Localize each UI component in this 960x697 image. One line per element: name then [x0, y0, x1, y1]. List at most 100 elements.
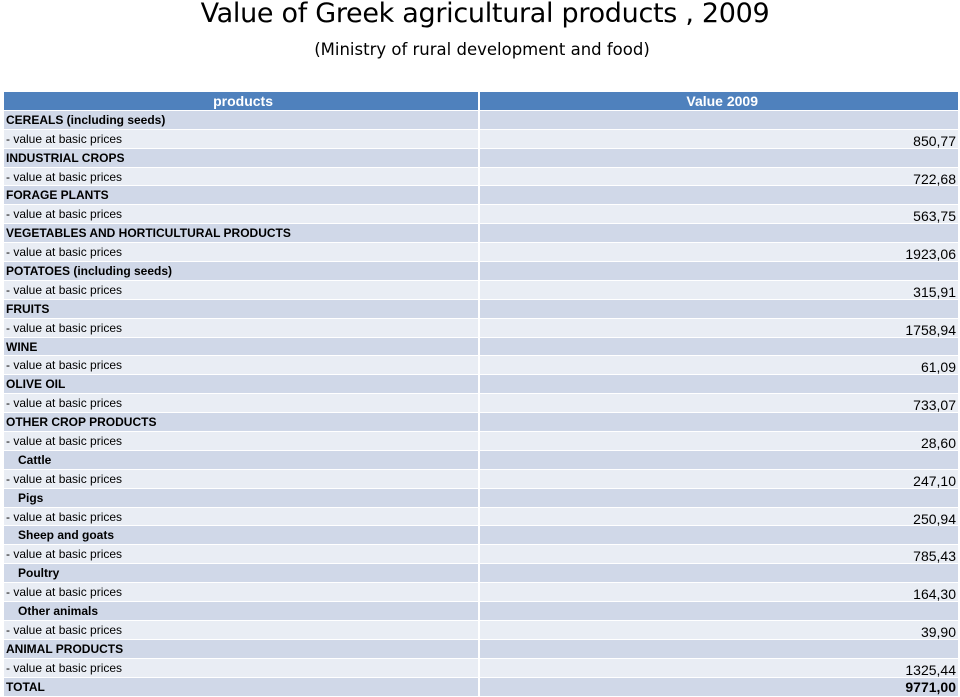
row-value: [480, 526, 958, 545]
row-label: - value at basic prices: [4, 318, 480, 337]
row-label: FRUITS: [4, 299, 480, 318]
row-label: INDUSTRIAL CROPS: [4, 148, 480, 167]
table-row: WINE: [4, 337, 958, 357]
table-row: Pigs: [4, 488, 958, 508]
table-row: ANIMAL PRODUCTS: [4, 639, 958, 659]
row-value: 61,09: [480, 356, 958, 375]
row-label: Sheep and goats: [4, 526, 480, 545]
page-title: Value of Greek agricultural products , 2…: [200, 0, 770, 29]
row-label: OLIVE OIL: [4, 375, 480, 394]
table-row: POTATOES (including seeds): [4, 262, 958, 281]
table-row: - value at basic prices 39,90: [4, 620, 958, 640]
table-row: - value at basic prices 1923,06: [4, 243, 958, 262]
table-row: - value at basic prices 28,60: [4, 432, 958, 451]
table-row: - value at basic prices 1758,94: [4, 318, 958, 338]
row-label: - value at basic prices: [4, 583, 480, 602]
row-label: VEGETABLES AND HORTICULTURAL PRODUCTS: [4, 224, 480, 243]
table-row: INDUSTRIAL CROPS: [4, 148, 958, 168]
row-value: 164,30: [480, 583, 958, 602]
row-label: CEREALS (including seeds): [4, 110, 480, 129]
table-row: TOTAL 9771,00: [4, 677, 958, 697]
row-value: [480, 564, 958, 583]
table-row: Cattle: [4, 450, 958, 470]
table-row: Other animals: [4, 602, 958, 621]
row-label: POTATOES (including seeds): [4, 262, 480, 280]
row-label: - value at basic prices: [4, 469, 480, 488]
row-value: [480, 337, 958, 356]
table-row: - value at basic prices 315,91: [4, 280, 958, 300]
row-label: TOTAL: [4, 677, 480, 696]
row-value: [480, 639, 958, 658]
table-row: Poultry: [4, 564, 958, 584]
row-label: Pigs: [4, 488, 480, 507]
row-label: - value at basic prices: [4, 205, 480, 224]
row-value: 733,07: [480, 394, 958, 413]
row-label: Cattle: [4, 450, 480, 469]
row-label: Other animals: [4, 602, 480, 620]
products-table: products Value 2009 CEREALS (including s…: [4, 92, 958, 697]
column-header-products: products: [4, 92, 480, 110]
row-label: - value at basic prices: [4, 280, 480, 299]
row-label: - value at basic prices: [4, 432, 480, 450]
row-value: [480, 413, 958, 432]
table-row: - value at basic prices 850,77: [4, 129, 958, 149]
row-value: 315,91: [480, 280, 958, 300]
table-row: Sheep and goats: [4, 526, 958, 546]
row-value: 1325,44: [480, 658, 958, 678]
row-label: - value at basic prices: [4, 620, 480, 639]
row-value: 247,10: [480, 469, 958, 489]
table-row: - value at basic prices 164,30: [4, 583, 958, 602]
table-header-row: products Value 2009: [4, 92, 958, 111]
row-value: 850,77: [480, 129, 958, 149]
row-label: - value at basic prices: [4, 356, 480, 375]
row-label: OTHER CROP PRODUCTS: [4, 413, 480, 432]
row-value: [480, 110, 958, 129]
row-value: [480, 375, 958, 394]
row-label: - value at basic prices: [4, 507, 480, 526]
row-value: [480, 450, 958, 469]
row-value: [480, 148, 958, 167]
row-label: FORAGE PLANTS: [4, 186, 480, 205]
row-value: 785,43: [480, 545, 958, 564]
table-row: - value at basic prices 61,09: [4, 356, 958, 375]
table-row: - value at basic prices 247,10: [4, 469, 958, 489]
row-label: - value at basic prices: [4, 167, 480, 186]
table-row: - value at basic prices 733,07: [4, 394, 958, 413]
table-row: OTHER CROP PRODUCTS: [4, 413, 958, 433]
row-label: WINE: [4, 337, 480, 356]
table-row: - value at basic prices 722,68: [4, 167, 958, 187]
row-label: - value at basic prices: [4, 243, 480, 262]
row-label: ANIMAL PRODUCTS: [4, 639, 480, 658]
table-row: - value at basic prices 563,75: [4, 205, 958, 224]
table-row: - value at basic prices 250,94: [4, 507, 958, 527]
table-row: FRUITS: [4, 299, 958, 319]
table-row: OLIVE OIL: [4, 375, 958, 395]
row-value: 563,75: [480, 205, 958, 224]
table-body: CEREALS (including seeds) - value at basi…: [4, 110, 958, 697]
table-row: - value at basic prices 785,43: [4, 545, 958, 564]
row-value: 39,90: [480, 620, 958, 640]
row-value: [480, 602, 958, 620]
table-row: FORAGE PLANTS: [4, 186, 958, 206]
row-value: [480, 224, 958, 243]
row-value: 1923,06: [480, 243, 958, 262]
row-label: - value at basic prices: [4, 394, 480, 413]
row-value: [480, 186, 958, 205]
table-row: CEREALS (including seeds): [4, 110, 958, 130]
row-label: - value at basic prices: [4, 129, 480, 148]
page-subtitle: (Ministry of rural development and food): [314, 40, 650, 59]
row-value: 9771,00: [480, 677, 958, 696]
row-value: [480, 488, 958, 507]
table-row: VEGETABLES AND HORTICULTURAL PRODUCTS: [4, 224, 958, 244]
row-value: 28,60: [480, 432, 958, 451]
row-label: Poultry: [4, 564, 480, 583]
row-value: 1758,94: [480, 318, 958, 338]
row-value: 722,68: [480, 167, 958, 187]
row-value: 250,94: [480, 507, 958, 527]
row-label: - value at basic prices: [4, 658, 480, 677]
column-header-value: Value 2009: [480, 92, 958, 110]
table-row: - value at basic prices 1325,44: [4, 658, 958, 678]
row-label: - value at basic prices: [4, 545, 480, 564]
row-value: [480, 262, 958, 280]
row-value: [480, 299, 958, 318]
